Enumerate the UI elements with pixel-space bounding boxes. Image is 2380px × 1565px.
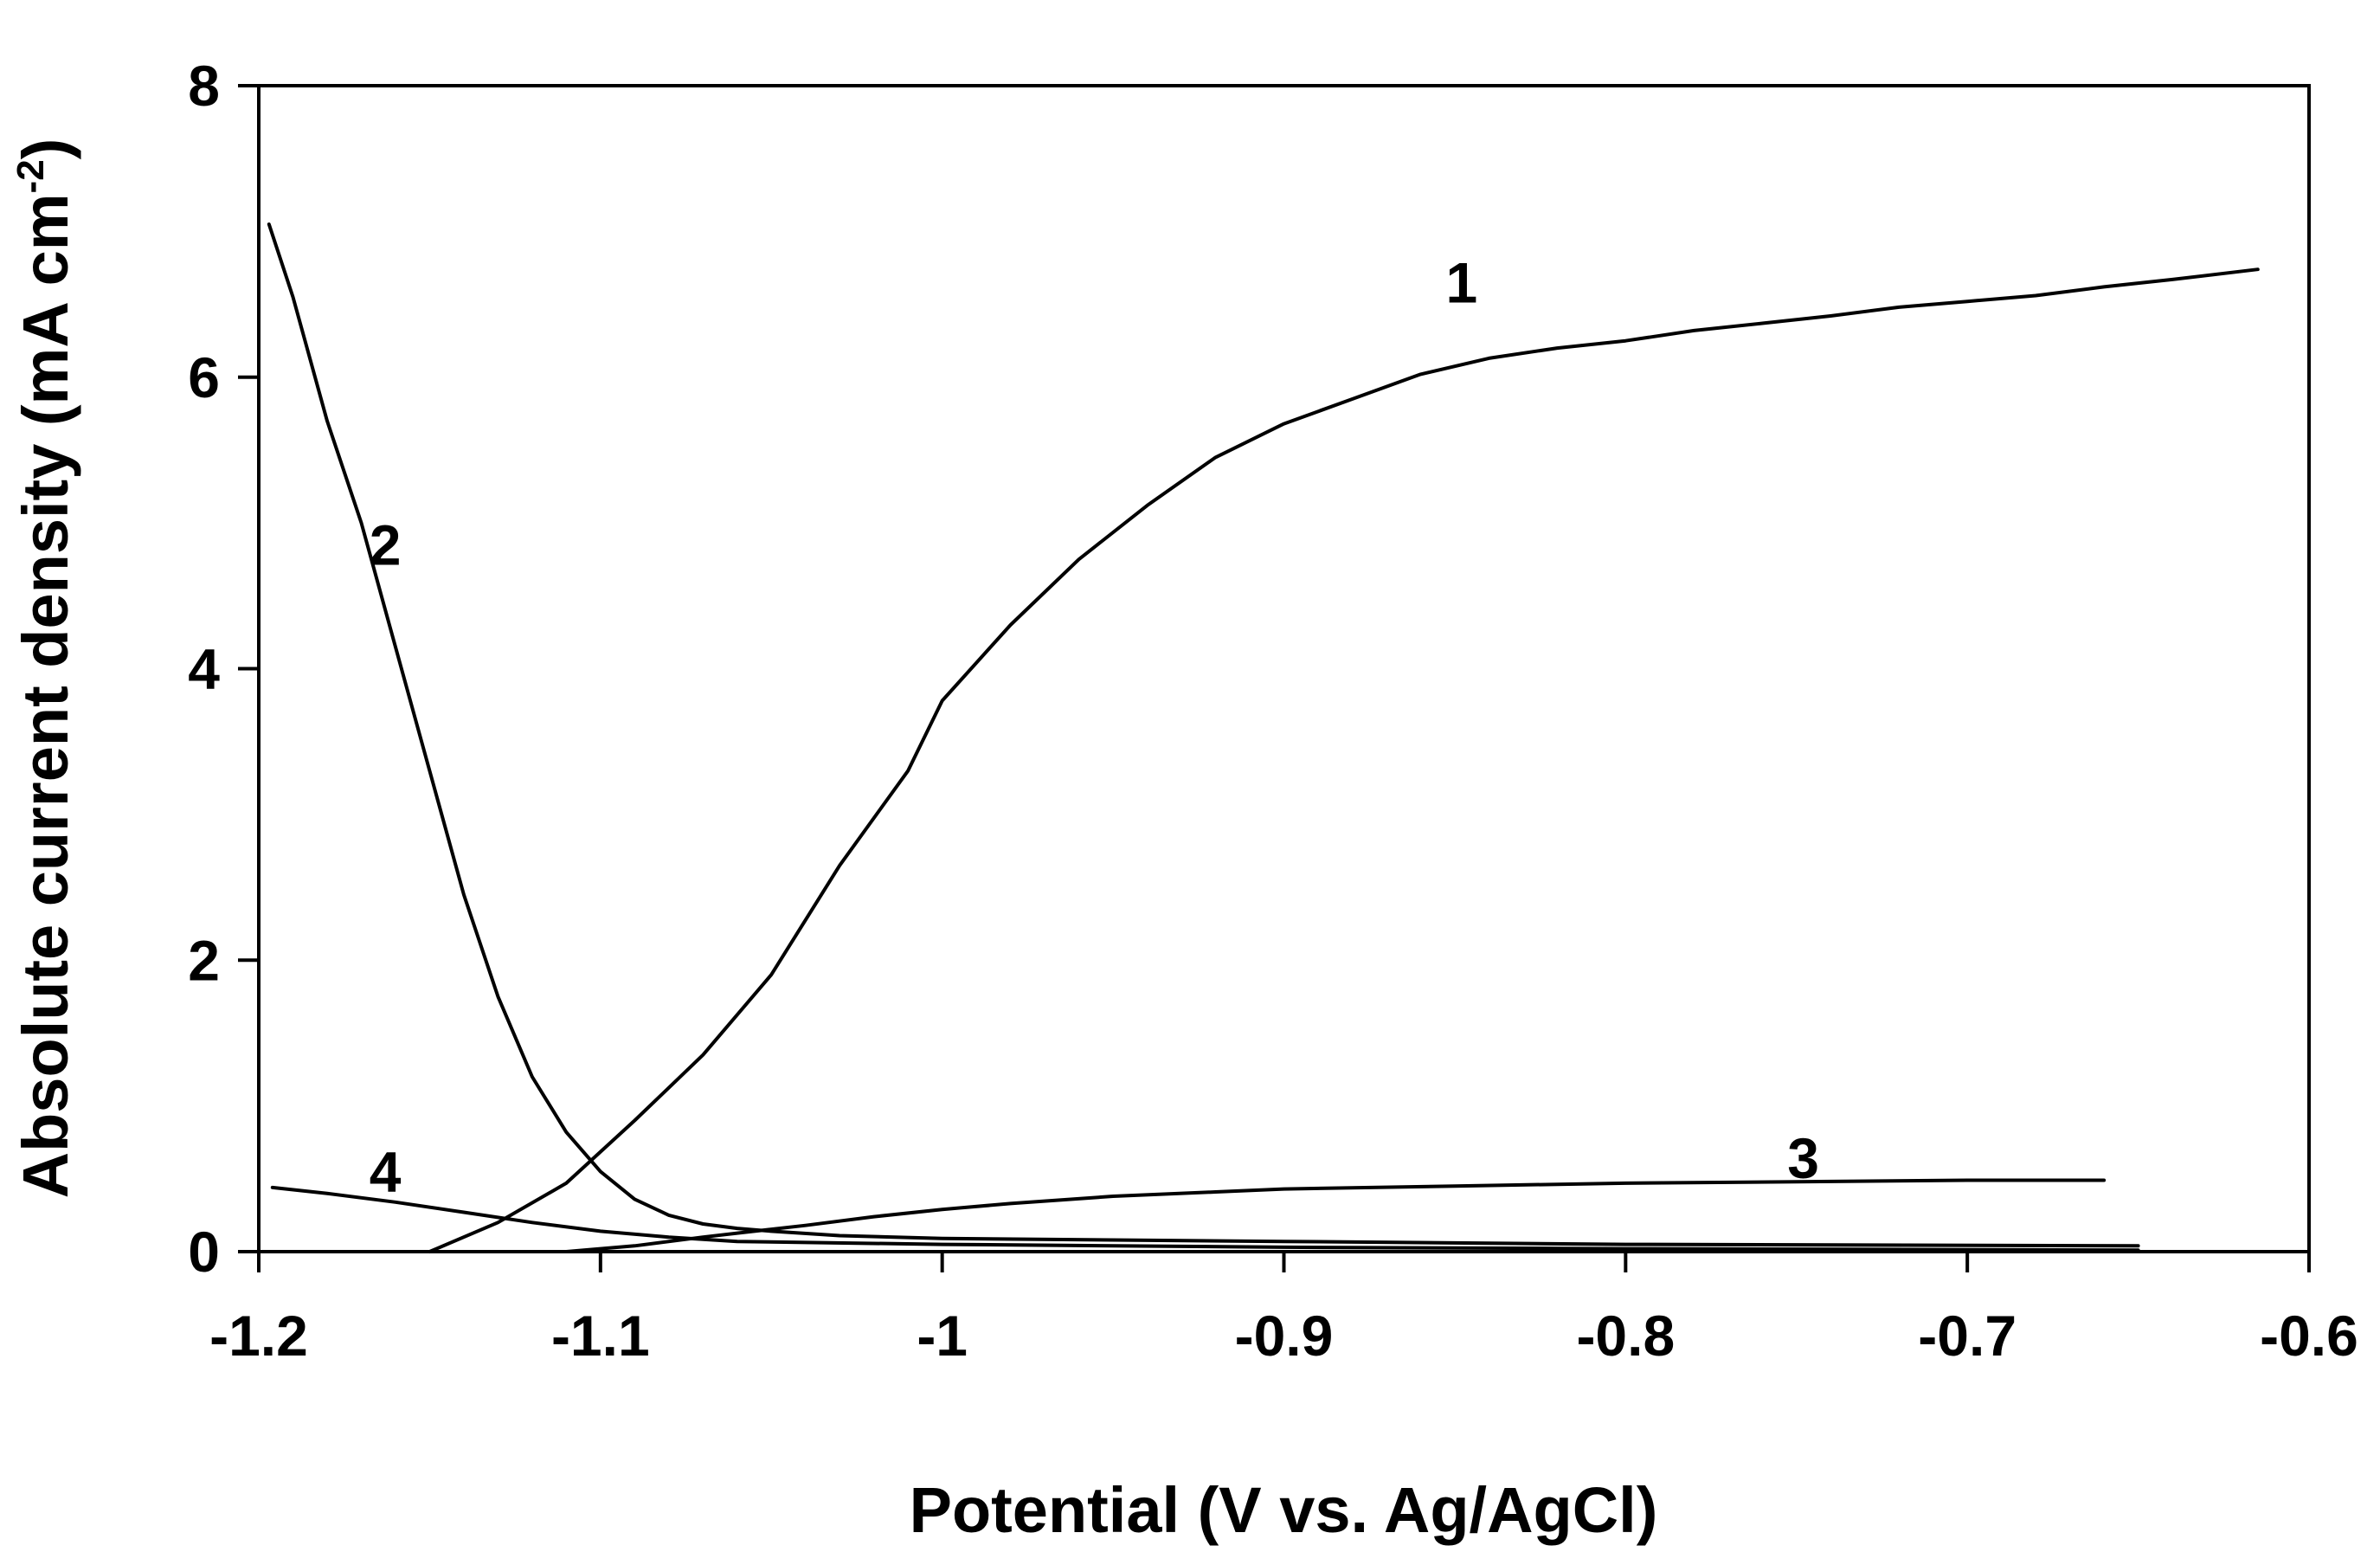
y-tick-label: 2: [188, 928, 220, 992]
axis-ticks: [238, 84, 2311, 1272]
y-tick-label: 0: [188, 1220, 220, 1284]
y-axis-title-superscript: -2: [10, 159, 52, 193]
series-line-3: [564, 1178, 2107, 1253]
y-tick-label: 6: [188, 345, 220, 409]
series-lines: [267, 222, 2260, 1253]
curve-labels: 1 2 3 4: [370, 250, 1819, 1203]
y-tick-label: 4: [188, 637, 220, 701]
x-tick-label: -0.6: [2260, 1304, 2358, 1368]
x-tick-label: -0.9: [1235, 1304, 1334, 1368]
x-tick-label: -0.7: [1918, 1304, 2017, 1368]
curve-label-4: 4: [370, 1139, 402, 1203]
curve-label-2: 2: [370, 512, 402, 576]
y-tick-label: 8: [188, 54, 220, 118]
series-line-4: [270, 1185, 2140, 1253]
curve-label-3: 3: [1787, 1126, 1819, 1190]
x-tick-label: -1.2: [209, 1304, 308, 1368]
x-axis-title: Potential (V vs. Ag/AgCl): [910, 1474, 1658, 1546]
x-tick-label: -0.8: [1576, 1304, 1675, 1368]
y-axis-title-main: Absolute current density (mA cm: [10, 193, 81, 1198]
series-line-2: [267, 222, 2140, 1248]
x-tick-label: -1: [917, 1304, 968, 1368]
curve-label-1: 1: [1445, 250, 1477, 314]
x-tick-label: -1.1: [551, 1304, 650, 1368]
plot-frame: [257, 84, 2311, 1253]
series-line-1: [428, 267, 2260, 1253]
y-axis-title-close: ): [10, 138, 81, 160]
axis-tick-labels: -1.2 -1.1 -1 -0.9 -0.8 -0.7 -0.6 0 2 4 6 8: [188, 54, 2358, 1368]
y-axis-title: Absolute current density (mA cm-2): [10, 138, 81, 1199]
